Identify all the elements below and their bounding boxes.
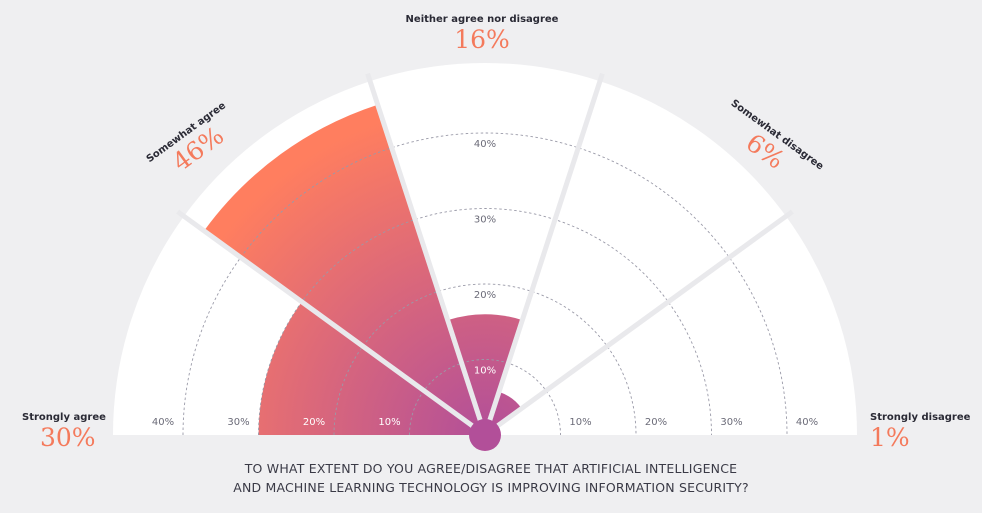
category-label-strongly-agree: Strongly agree: [22, 412, 106, 423]
grid-arc-10: [409, 359, 561, 436]
bar-neither-agree-nor-disagree: [447, 314, 523, 435]
center-tick-label-20: 20%: [474, 290, 496, 301]
tick-label-right-30: 30%: [720, 417, 742, 428]
category-label-strongly-disagree: Strongly disagree: [870, 412, 971, 423]
category-label-neither: Neither agree nor disagree: [406, 14, 559, 25]
sector-bg-strongly-disagree: [485, 216, 858, 435]
sector-bg-somewhat-disagree: [485, 81, 786, 435]
tick-label-left-10: 10%: [378, 417, 400, 428]
question-line-1: TO WHAT EXTENT DO YOU AGREE/DISAGREE THA…: [244, 461, 738, 476]
center-dot: [469, 419, 501, 451]
sector-divider-2: [365, 72, 488, 436]
bar-somewhat-agree: [204, 104, 485, 435]
grid-arc-20: [333, 283, 637, 436]
radial-grid: [182, 132, 788, 436]
sector-divider-4: [483, 209, 794, 438]
value-label-strongly-agree: 30%: [40, 423, 96, 452]
tick-label-left-20: 20%: [303, 417, 325, 428]
center-tick-labels: 10% 20% 30% 40%: [474, 139, 496, 377]
bar-strongly-agree: [258, 301, 485, 435]
tick-label-left-30: 30%: [227, 417, 249, 428]
center-tick-label-10: 10%: [474, 366, 496, 377]
grid-arc-30: [258, 208, 712, 436]
tick-label-left-40: 40%: [152, 417, 174, 428]
radial-tick-labels: 10% 10% 20% 20% 30% 30% 40% 40%: [152, 417, 818, 428]
tick-label-right-20: 20%: [645, 417, 667, 428]
value-label-strongly-disagree: 1%: [870, 423, 910, 452]
center-tick-label-40: 40%: [474, 139, 496, 150]
value-label-neither: 16%: [454, 25, 510, 54]
sector-dividers: [176, 72, 794, 438]
sector-divider-3: [482, 72, 605, 436]
tick-label-right-40: 40%: [796, 417, 818, 428]
chart-question: TO WHAT EXTENT DO YOU AGREE/DISAGREE THA…: [0, 459, 982, 497]
sector-divider-1: [176, 209, 487, 438]
sector-bg-neither-agree-nor-disagree: [370, 62, 600, 436]
center-tick-label-30: 30%: [474, 215, 496, 226]
bars: [204, 104, 523, 435]
question-line-2: AND MACHINE LEARNING TECHNOLOGY IS IMPRO…: [233, 480, 749, 495]
tick-label-right-10: 10%: [569, 417, 591, 428]
